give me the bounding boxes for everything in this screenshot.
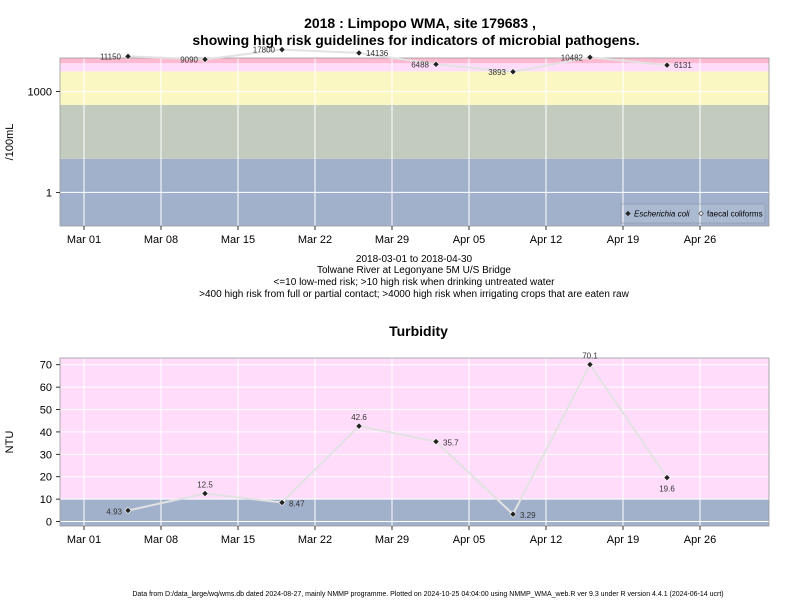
ecoli-risk-band <box>60 71 769 105</box>
ecoli-data-point <box>355 49 363 57</box>
ecoli-data-label: 17800 <box>253 46 276 55</box>
ecoli-x-tick-label: Apr 05 <box>453 234 485 246</box>
ecoli-legend-label: faecal coliforms <box>707 210 763 219</box>
ecoli-plot-frame <box>59 57 770 227</box>
ecoli-data-label: 6488 <box>411 60 429 69</box>
turbidity-data-point <box>355 422 363 430</box>
contact-guideline-note: >400 high risk from full or partial cont… <box>199 289 629 300</box>
turbidity-y-tick-label: 50 <box>40 405 52 417</box>
ecoli-data-label: 3893 <box>488 68 506 77</box>
turbidity-x-tick-label: Apr 12 <box>530 534 562 546</box>
turbidity-y-tick-label: 60 <box>40 382 52 394</box>
turbidity-data-label: 70.1 <box>582 351 598 360</box>
turbidity-x-tick-label: Mar 15 <box>221 534 255 546</box>
ecoli-data-label: 11150 <box>100 52 122 61</box>
ecoli-x-tick-label: Mar 08 <box>144 234 178 246</box>
turbidity-data-label: 12.5 <box>197 481 213 490</box>
ecoli-x-tick-label: Mar 29 <box>375 234 409 246</box>
turbidity-y-tick-label: 30 <box>40 449 52 461</box>
turbidity-y-tick-label: 10 <box>40 494 52 506</box>
turbidity-data-point <box>278 498 286 507</box>
turbidity-x-tick-label: Mar 08 <box>144 534 178 546</box>
ecoli-data-point <box>201 55 209 64</box>
turbidity-y-tick-label: 20 <box>40 472 52 484</box>
turbidity-plot-frame <box>59 357 770 527</box>
turbidity-data-point <box>124 506 132 515</box>
turbidity-data-label: 35.7 <box>443 439 459 448</box>
ecoli-x-tick-label: Mar 22 <box>298 234 332 246</box>
ecoli-legend-box <box>620 203 766 224</box>
ecoli-risk-band <box>60 104 769 159</box>
date-range-subtitle: 2018-03-01 to 2018-04-30 <box>356 254 473 265</box>
ecoli-y-tick-label: 1000 <box>28 87 52 99</box>
turbidity-risk-band <box>60 358 769 500</box>
ecoli-data-label: 14136 <box>366 49 389 58</box>
turbidity-data-point <box>663 473 671 482</box>
turbidity-data-label: 4.93 <box>106 507 122 516</box>
drinking-guideline-note: <=10 low-med risk; >10 high risk when dr… <box>274 277 556 288</box>
turbidity-data-label: 3.29 <box>520 511 536 520</box>
turbidity-chart: 0 10 20 30 40 50 60 70 Mar 01 Mar 08 Mar 15 Mar 22 M… <box>4 323 770 546</box>
turbidity-y-tick-label: 70 <box>40 360 52 372</box>
turbidity-data-point <box>586 360 594 369</box>
ecoli-chart: 1 1000 Mar 01 Mar 08 Mar 15 Mar 22 Mar 29 Apr 0… <box>4 45 770 246</box>
turbidity-panel-title: Turbidity <box>389 323 448 339</box>
turbidity-y-tick-label: 0 <box>46 517 52 529</box>
turbidity-x-tick-label: Apr 26 <box>684 534 716 546</box>
ecoli-data-label: 10482 <box>561 53 584 62</box>
ecoli-data-label: 6131 <box>674 61 692 70</box>
ecoli-y-tick-label: 1 <box>46 187 52 199</box>
ecoli-risk-band <box>60 63 769 72</box>
ecoli-x-tick-label: Mar 15 <box>221 234 255 246</box>
main-title-line-1: 2018 : Limpopo WMA, site 179683 , <box>304 15 536 31</box>
turbidity-data-point <box>509 510 517 518</box>
turbidity-data-point <box>201 489 209 498</box>
ecoli-data-point <box>278 45 286 54</box>
turbidity-x-tick-label: Mar 29 <box>375 534 409 546</box>
turbidity-data-label: 42.6 <box>351 413 367 422</box>
ecoli-data-point <box>509 68 517 76</box>
ecoli-legend-marker <box>698 210 704 217</box>
ecoli-legend-label: Escherichia coli <box>634 210 690 219</box>
ecoli-x-tick-label: Apr 26 <box>684 234 716 246</box>
turbidity-data-label: 19.6 <box>659 485 675 494</box>
ecoli-legend-marker <box>625 210 631 217</box>
turbidity-x-tick-label: Apr 05 <box>453 534 485 546</box>
turbidity-y-axis-label: NTU <box>4 431 16 454</box>
turbidity-y-tick-label: 40 <box>40 427 52 439</box>
ecoli-x-tick-label: Mar 01 <box>67 234 101 246</box>
ecoli-data-point <box>663 61 671 69</box>
site-name-subtitle: Tolwane River at Legonyane 5M U/S Bridge <box>317 265 511 276</box>
ecoli-x-tick-label: Apr 12 <box>530 234 562 246</box>
ecoli-series-line <box>127 48 668 73</box>
ecoli-data-label: 9090 <box>180 55 198 64</box>
turbidity-x-tick-label: Mar 01 <box>67 534 101 546</box>
turbidity-x-tick-label: Apr 19 <box>607 534 639 546</box>
turbidity-series-line <box>127 362 668 516</box>
ecoli-y-axis-label: /100mL <box>4 124 16 161</box>
footer-note: Data from D:/data_large/wq/wms.db dated … <box>132 591 723 598</box>
turbidity-x-tick-label: Mar 22 <box>298 534 332 546</box>
ecoli-data-point <box>586 53 594 61</box>
ecoli-data-point <box>432 60 440 68</box>
ecoli-x-tick-label: Apr 19 <box>607 234 639 246</box>
turbidity-data-label: 8.47 <box>289 500 305 509</box>
main-title-line-2: showing high risk guidelines for indicat… <box>192 32 639 48</box>
turbidity-data-point <box>432 437 440 446</box>
ecoli-data-point <box>124 52 132 61</box>
